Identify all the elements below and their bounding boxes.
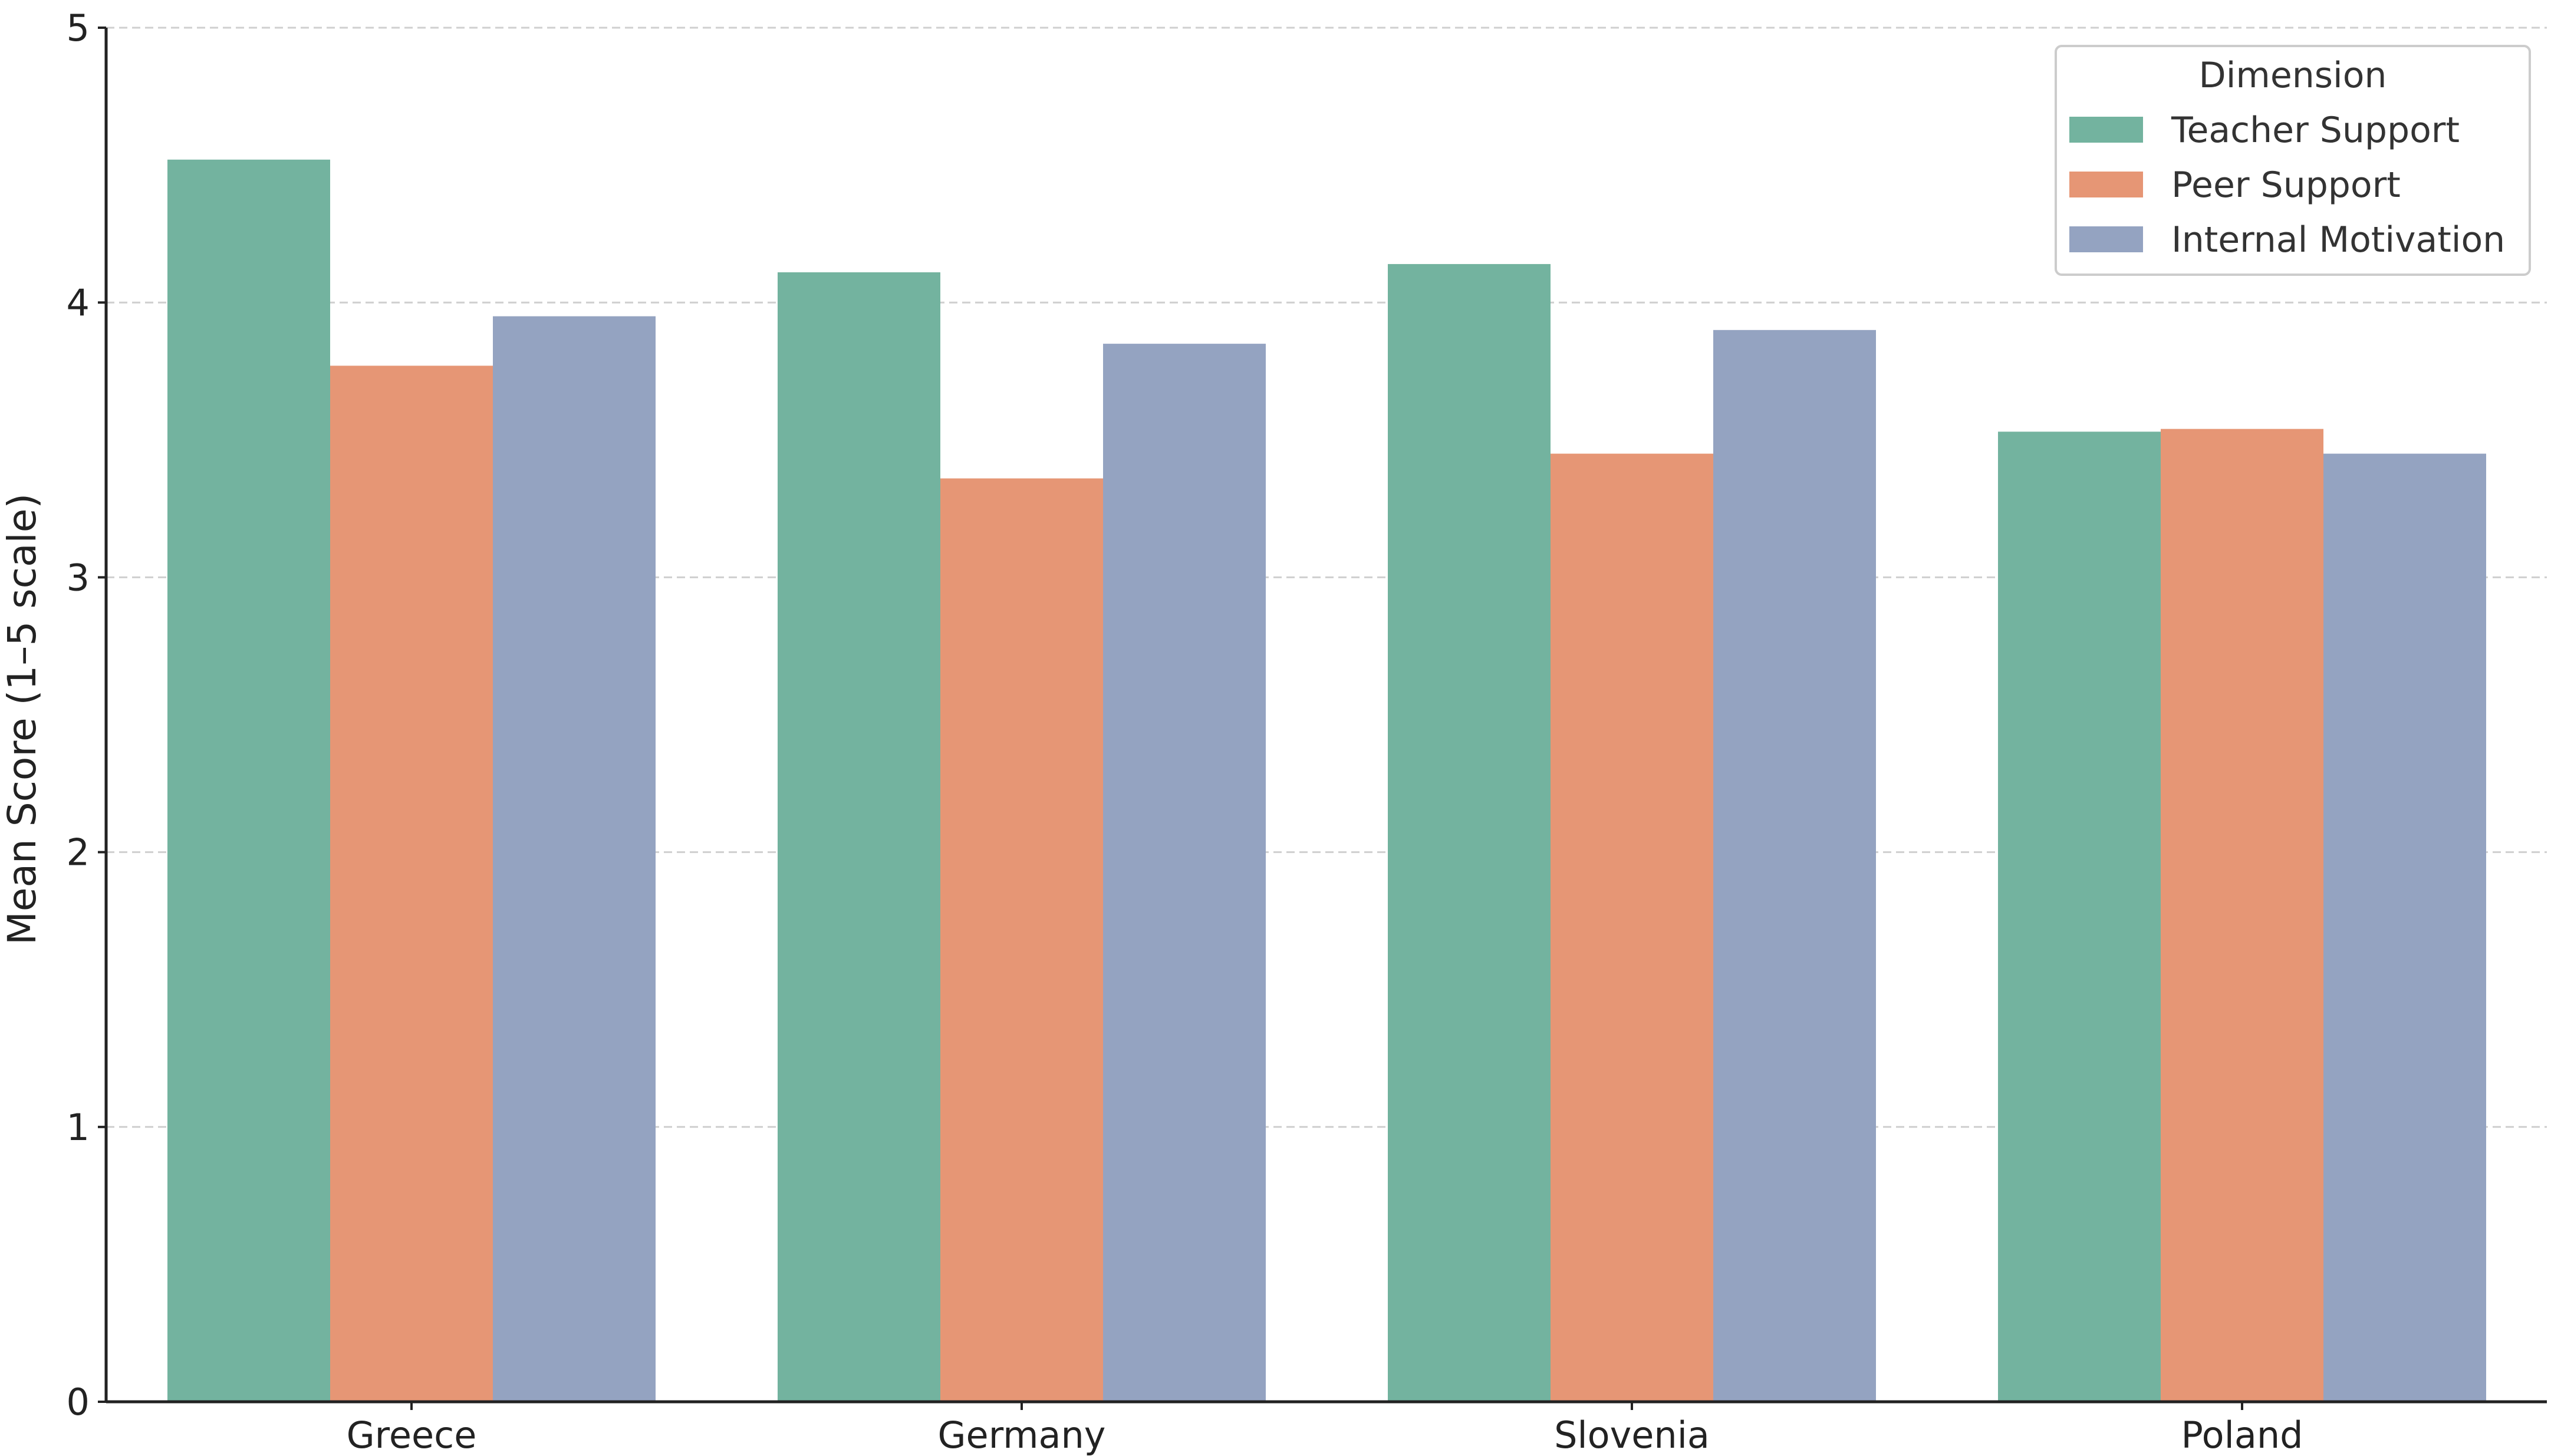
y-tick-label: 4 — [67, 281, 90, 324]
bar-germany-peer-support — [940, 478, 1103, 1402]
bar-slovenia-internal-motivation — [1713, 330, 1876, 1402]
legend: Dimension Teacher Support Peer Support Int… — [2055, 45, 2531, 276]
y-tick-label: 0 — [67, 1381, 90, 1424]
x-tick-label: Poland — [2181, 1414, 2303, 1456]
legend-swatch — [2069, 172, 2143, 197]
y-tick-labels: 0 1 2 3 4 5 — [67, 6, 106, 1424]
bar-germany-teacher-support — [778, 272, 940, 1402]
legend-swatch — [2069, 117, 2143, 143]
bar-slovenia-peer-support — [1551, 453, 1713, 1402]
x-tick-labels: Greece Germany Slovenia Poland — [347, 1402, 2303, 1456]
bar-greece-teacher-support — [167, 159, 330, 1402]
legend-label: Teacher Support — [2171, 110, 2460, 151]
legend-swatch — [2069, 226, 2143, 252]
bar-germany-internal-motivation — [1103, 344, 1266, 1402]
bar-poland-internal-motivation — [2323, 453, 2486, 1402]
bars — [167, 159, 2486, 1402]
legend-items: Teacher Support Peer Support Internal Moti… — [2069, 110, 2505, 261]
bar-poland-peer-support — [2161, 429, 2323, 1402]
legend-label: Internal Motivation — [2171, 219, 2505, 261]
x-tick-label: Slovenia — [1554, 1414, 1710, 1456]
legend-title: Dimension — [2199, 55, 2387, 96]
legend-label: Peer Support — [2171, 164, 2401, 206]
y-tick-label: 1 — [67, 1106, 90, 1149]
x-tick-label: Germany — [938, 1414, 1106, 1456]
legend-box — [2055, 45, 2531, 276]
y-tick-label: 5 — [67, 6, 90, 50]
bar-poland-teacher-support — [1998, 431, 2161, 1402]
bar-greece-peer-support — [330, 365, 493, 1402]
axes — [104, 28, 2547, 1404]
y-tick-label: 2 — [67, 831, 90, 874]
y-axis-label: Mean Score (1–5 scale) — [0, 493, 45, 945]
bar-greece-internal-motivation — [493, 316, 656, 1402]
y-tick-label: 3 — [67, 556, 90, 599]
bar-slovenia-teacher-support — [1388, 263, 1551, 1402]
x-tick-label: Greece — [347, 1414, 477, 1456]
